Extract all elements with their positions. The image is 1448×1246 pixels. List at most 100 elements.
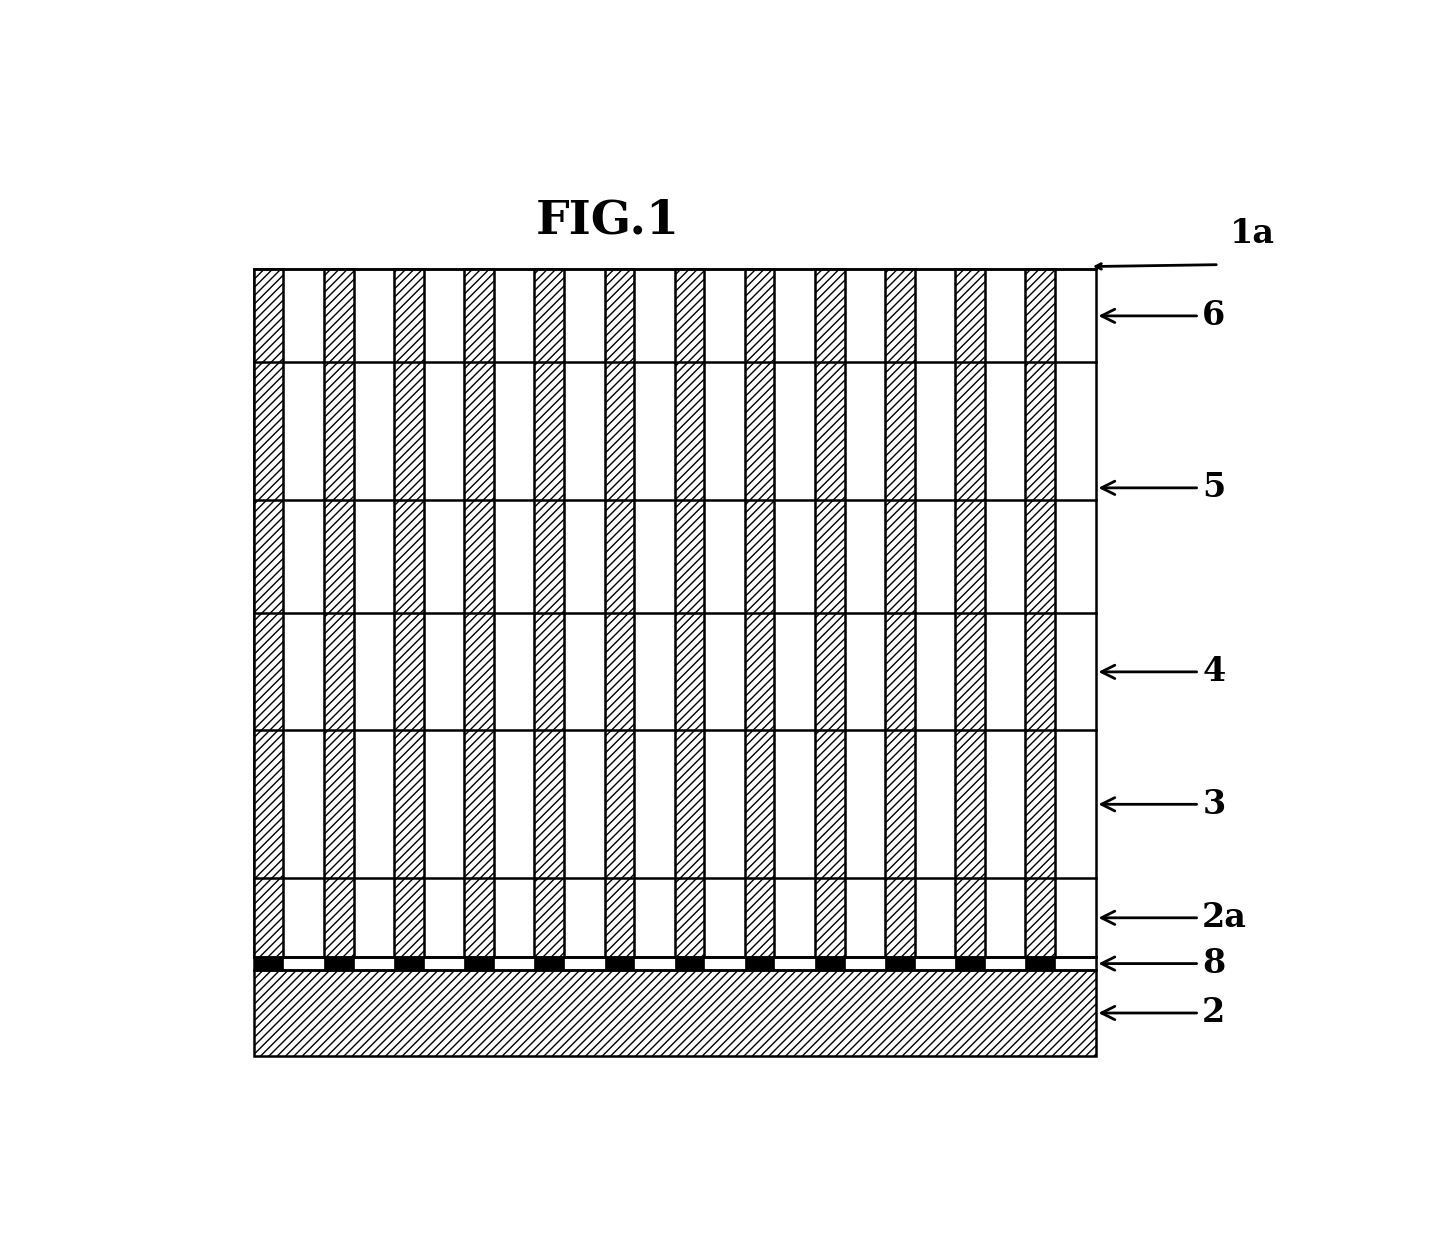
- Bar: [534, 730, 563, 878]
- Bar: [815, 613, 844, 730]
- Bar: [253, 269, 1096, 957]
- Bar: [815, 269, 844, 363]
- Bar: [605, 269, 634, 363]
- Bar: [675, 269, 704, 363]
- Bar: [534, 878, 563, 957]
- Bar: [465, 269, 494, 957]
- Bar: [815, 500, 844, 613]
- Bar: [394, 878, 424, 957]
- Bar: [885, 269, 915, 957]
- Bar: [605, 878, 634, 957]
- Bar: [956, 730, 985, 878]
- Text: 3: 3: [1102, 787, 1225, 821]
- Text: 2: 2: [1102, 997, 1225, 1029]
- Bar: [744, 613, 775, 730]
- Bar: [324, 500, 353, 613]
- Bar: [534, 363, 563, 500]
- Bar: [885, 730, 915, 878]
- Bar: [815, 730, 844, 878]
- Bar: [885, 363, 915, 500]
- Bar: [465, 613, 494, 730]
- Bar: [885, 957, 915, 969]
- Bar: [956, 957, 985, 969]
- Bar: [394, 269, 424, 957]
- Text: 2a: 2a: [1102, 901, 1247, 934]
- Bar: [675, 363, 704, 500]
- Bar: [534, 957, 563, 969]
- Bar: [744, 363, 775, 500]
- Bar: [885, 878, 915, 957]
- Bar: [675, 613, 704, 730]
- Bar: [605, 730, 634, 878]
- Bar: [534, 269, 563, 363]
- Text: 4: 4: [1102, 655, 1225, 688]
- Bar: [465, 500, 494, 613]
- Bar: [744, 730, 775, 878]
- Bar: [744, 269, 775, 957]
- Bar: [534, 613, 563, 730]
- Bar: [1025, 500, 1056, 613]
- Bar: [675, 730, 704, 878]
- Text: FIG.1: FIG.1: [536, 197, 679, 243]
- Bar: [956, 269, 985, 363]
- Bar: [394, 269, 424, 363]
- Bar: [1025, 363, 1056, 500]
- Text: 5: 5: [1102, 471, 1225, 505]
- Bar: [253, 730, 284, 878]
- Bar: [744, 878, 775, 957]
- Bar: [675, 269, 704, 957]
- Bar: [324, 363, 353, 500]
- Bar: [324, 957, 353, 969]
- Bar: [324, 878, 353, 957]
- Bar: [253, 269, 284, 957]
- Bar: [1025, 269, 1056, 363]
- Bar: [465, 363, 494, 500]
- Bar: [253, 613, 284, 730]
- Bar: [394, 363, 424, 500]
- Bar: [885, 613, 915, 730]
- Bar: [394, 613, 424, 730]
- Bar: [253, 878, 284, 957]
- Bar: [605, 269, 634, 957]
- Bar: [815, 363, 844, 500]
- Bar: [324, 613, 353, 730]
- Bar: [605, 363, 634, 500]
- Bar: [956, 613, 985, 730]
- Text: 8: 8: [1102, 947, 1225, 981]
- Bar: [885, 500, 915, 613]
- Bar: [253, 363, 284, 500]
- Bar: [394, 500, 424, 613]
- Bar: [534, 269, 563, 957]
- Bar: [1025, 613, 1056, 730]
- Bar: [394, 957, 424, 969]
- Text: 6: 6: [1102, 299, 1225, 333]
- Bar: [956, 363, 985, 500]
- Bar: [253, 957, 284, 969]
- Bar: [534, 500, 563, 613]
- Bar: [465, 878, 494, 957]
- Bar: [253, 957, 1096, 969]
- Bar: [605, 957, 634, 969]
- Bar: [675, 957, 704, 969]
- Bar: [1025, 730, 1056, 878]
- Bar: [605, 613, 634, 730]
- Bar: [815, 957, 844, 969]
- Bar: [956, 878, 985, 957]
- Bar: [956, 269, 985, 957]
- Bar: [885, 269, 915, 363]
- Bar: [744, 957, 775, 969]
- Bar: [956, 500, 985, 613]
- Bar: [324, 269, 353, 957]
- Bar: [605, 500, 634, 613]
- Bar: [815, 878, 844, 957]
- Bar: [1025, 878, 1056, 957]
- Bar: [394, 730, 424, 878]
- Bar: [253, 500, 284, 613]
- Bar: [253, 269, 284, 363]
- Bar: [324, 730, 353, 878]
- Bar: [675, 500, 704, 613]
- Bar: [675, 878, 704, 957]
- Bar: [815, 269, 844, 957]
- Bar: [253, 969, 1096, 1057]
- Bar: [324, 269, 353, 363]
